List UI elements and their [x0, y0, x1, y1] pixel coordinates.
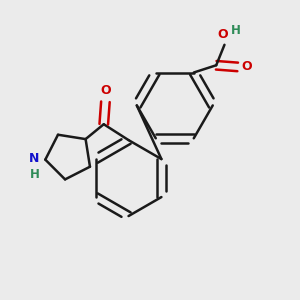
Text: H: H	[230, 23, 240, 37]
Text: H: H	[29, 168, 39, 181]
Text: O: O	[218, 28, 229, 41]
Text: N: N	[29, 152, 39, 166]
Text: O: O	[242, 60, 252, 74]
Text: O: O	[100, 85, 111, 98]
